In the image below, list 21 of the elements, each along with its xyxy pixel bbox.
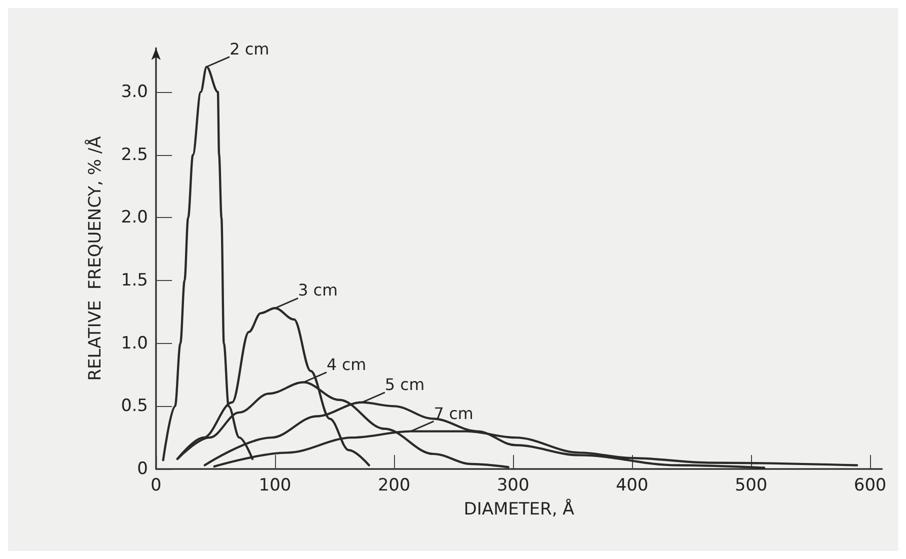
x-tick-label: 0 [150, 476, 162, 496]
y-tick-label: 0.5 [120, 396, 148, 416]
series-label: 4 cm [326, 354, 366, 374]
x-tick-label: 500 [734, 476, 768, 496]
x-tick-label: 300 [496, 476, 530, 496]
y-tick-label: 3.0 [120, 82, 148, 102]
x-tick-label: 600 [854, 476, 886, 496]
series-label: 7 cm [434, 404, 474, 423]
x-tick-label: 200 [378, 476, 410, 496]
x-tick-label: 100 [258, 476, 292, 496]
series-label: 2 cm [230, 39, 270, 58]
y-tick-label: 2.0 [120, 208, 148, 228]
series-label: 3 cm [298, 280, 338, 300]
x-axis-title: DIAMETER, Å [464, 498, 575, 520]
x-tick-label: 400 [616, 476, 648, 496]
series-label: 5 cm [384, 374, 425, 394]
y-tick-label: 0 [137, 459, 148, 479]
y-tick-label: 1.0 [120, 333, 148, 354]
y-tick-label: 1.5 [120, 270, 148, 290]
y-tick-label: 2.5 [120, 144, 148, 165]
y-axis-title: RELATIVE FREQUENCY, % /Å [84, 136, 106, 381]
